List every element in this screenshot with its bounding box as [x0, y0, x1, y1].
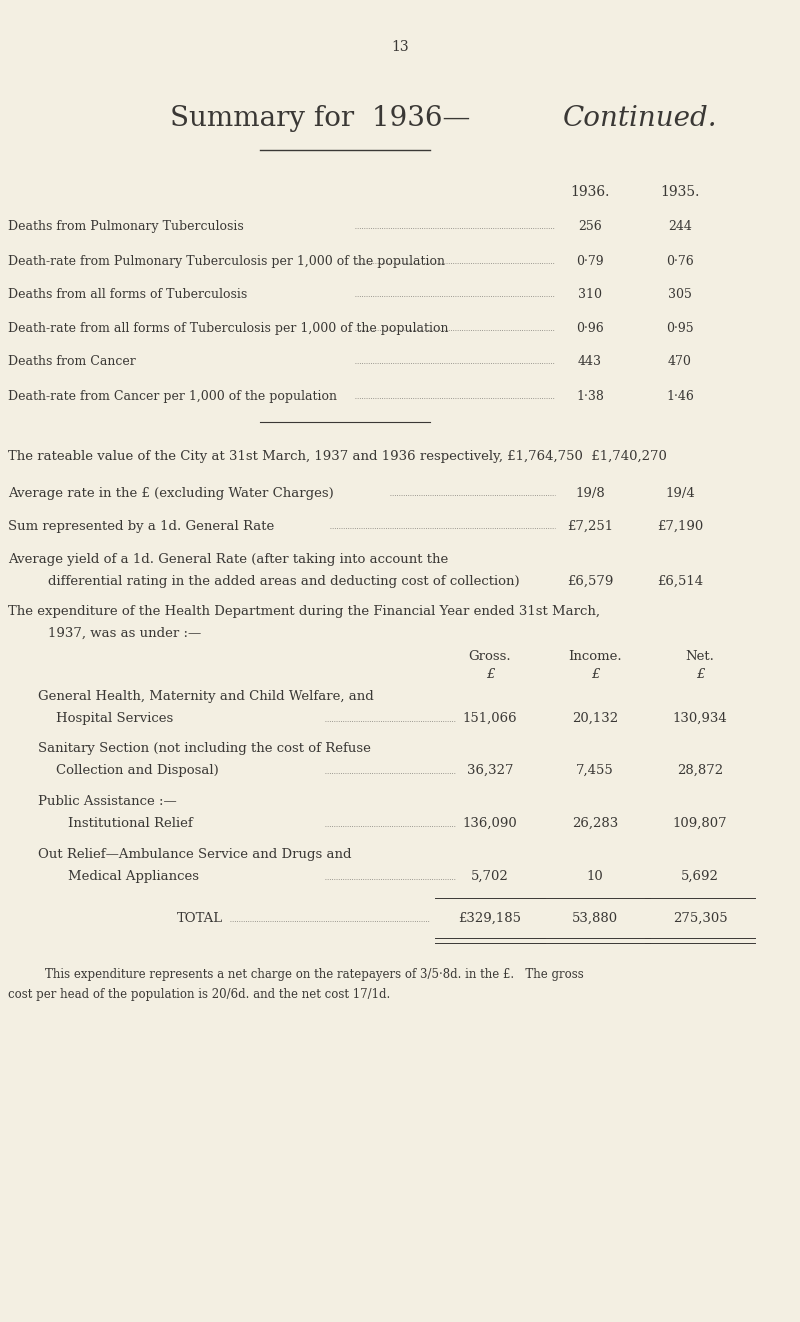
Text: Continued.: Continued.	[563, 104, 718, 132]
Text: £7,190: £7,190	[657, 520, 703, 533]
Text: 19/8: 19/8	[575, 486, 605, 500]
Text: 10: 10	[586, 870, 603, 883]
Text: 244: 244	[668, 219, 692, 233]
Text: 28,872: 28,872	[677, 764, 723, 777]
Text: 0·76: 0·76	[666, 255, 694, 268]
Text: General Health, Maternity and Child Welfare, and: General Health, Maternity and Child Welf…	[38, 690, 374, 703]
Text: 1·46: 1·46	[666, 390, 694, 403]
Text: Average rate in the £ (excluding Water Charges): Average rate in the £ (excluding Water C…	[8, 486, 334, 500]
Text: This expenditure represents a net charge on the ratepayers of 3/5·8d. in the £. : This expenditure represents a net charge…	[45, 968, 584, 981]
Text: 310: 310	[578, 288, 602, 301]
Text: £6,514: £6,514	[657, 575, 703, 588]
Text: Out Relief—Ambulance Service and Drugs and: Out Relief—Ambulance Service and Drugs a…	[38, 847, 351, 861]
Text: Hospital Services: Hospital Services	[56, 713, 174, 724]
Text: £: £	[591, 668, 599, 681]
Text: 7,455: 7,455	[576, 764, 614, 777]
Text: £329,185: £329,185	[458, 912, 522, 925]
Text: Net.: Net.	[686, 650, 714, 664]
Text: 256: 256	[578, 219, 602, 233]
Text: £: £	[696, 668, 704, 681]
Text: Average yield of a 1d. General Rate (after taking into account the: Average yield of a 1d. General Rate (aft…	[8, 553, 448, 566]
Text: Institutional Relief: Institutional Relief	[68, 817, 193, 830]
Text: Deaths from Pulmonary Tuberculosis: Deaths from Pulmonary Tuberculosis	[8, 219, 244, 233]
Text: Public Assistance :—: Public Assistance :—	[38, 795, 177, 808]
Text: 53,880: 53,880	[572, 912, 618, 925]
Text: 305: 305	[668, 288, 692, 301]
Text: 13: 13	[391, 40, 409, 54]
Text: Collection and Disposal): Collection and Disposal)	[56, 764, 218, 777]
Text: £6,579: £6,579	[567, 575, 613, 588]
Text: cost per head of the population is 20/6d. and the net cost 17/1d.: cost per head of the population is 20/6d…	[8, 988, 390, 1001]
Text: Deaths from Cancer: Deaths from Cancer	[8, 356, 136, 368]
Text: 443: 443	[578, 356, 602, 368]
Text: Income.: Income.	[568, 650, 622, 664]
Text: Deaths from all forms of Tuberculosis: Deaths from all forms of Tuberculosis	[8, 288, 247, 301]
Text: 19/4: 19/4	[665, 486, 695, 500]
Text: 20,132: 20,132	[572, 713, 618, 724]
Text: The expenditure of the Health Department during the Financial Year ended 31st Ma: The expenditure of the Health Department…	[8, 605, 600, 617]
Text: Gross.: Gross.	[469, 650, 511, 664]
Text: The rateable value of the City at 31st March, 1937 and 1936 respectively, £1,764: The rateable value of the City at 31st M…	[8, 449, 667, 463]
Text: 470: 470	[668, 356, 692, 368]
Text: 151,066: 151,066	[462, 713, 518, 724]
Text: 0·79: 0·79	[576, 255, 604, 268]
Text: 36,327: 36,327	[466, 764, 514, 777]
Text: 1936.: 1936.	[570, 185, 610, 200]
Text: differential rating in the added areas and deducting cost of collection): differential rating in the added areas a…	[48, 575, 520, 588]
Text: 1937, was as under :—: 1937, was as under :—	[48, 627, 202, 640]
Text: £7,251: £7,251	[567, 520, 613, 533]
Text: 0·95: 0·95	[666, 323, 694, 334]
Text: Death-rate from Cancer per 1,000 of the population: Death-rate from Cancer per 1,000 of the …	[8, 390, 337, 403]
Text: Sanitary Section (not including the cost of Refuse: Sanitary Section (not including the cost…	[38, 742, 371, 755]
Text: 0·96: 0·96	[576, 323, 604, 334]
Text: TOTAL: TOTAL	[177, 912, 223, 925]
Text: 275,305: 275,305	[673, 912, 727, 925]
Text: 5,692: 5,692	[681, 870, 719, 883]
Text: 26,283: 26,283	[572, 817, 618, 830]
Text: Summary for  1936—: Summary for 1936—	[170, 104, 470, 132]
Text: Medical Appliances: Medical Appliances	[68, 870, 199, 883]
Text: Death-rate from all forms of Tuberculosis per 1,000 of the population: Death-rate from all forms of Tuberculosi…	[8, 323, 449, 334]
Text: Sum represented by a 1d. General Rate: Sum represented by a 1d. General Rate	[8, 520, 274, 533]
Text: 1935.: 1935.	[660, 185, 700, 200]
Text: 109,807: 109,807	[673, 817, 727, 830]
Text: 5,702: 5,702	[471, 870, 509, 883]
Text: Death-rate from Pulmonary Tuberculosis per 1,000 of the population: Death-rate from Pulmonary Tuberculosis p…	[8, 255, 445, 268]
Text: 130,934: 130,934	[673, 713, 727, 724]
Text: 136,090: 136,090	[462, 817, 518, 830]
Text: £: £	[486, 668, 494, 681]
Text: 1·38: 1·38	[576, 390, 604, 403]
